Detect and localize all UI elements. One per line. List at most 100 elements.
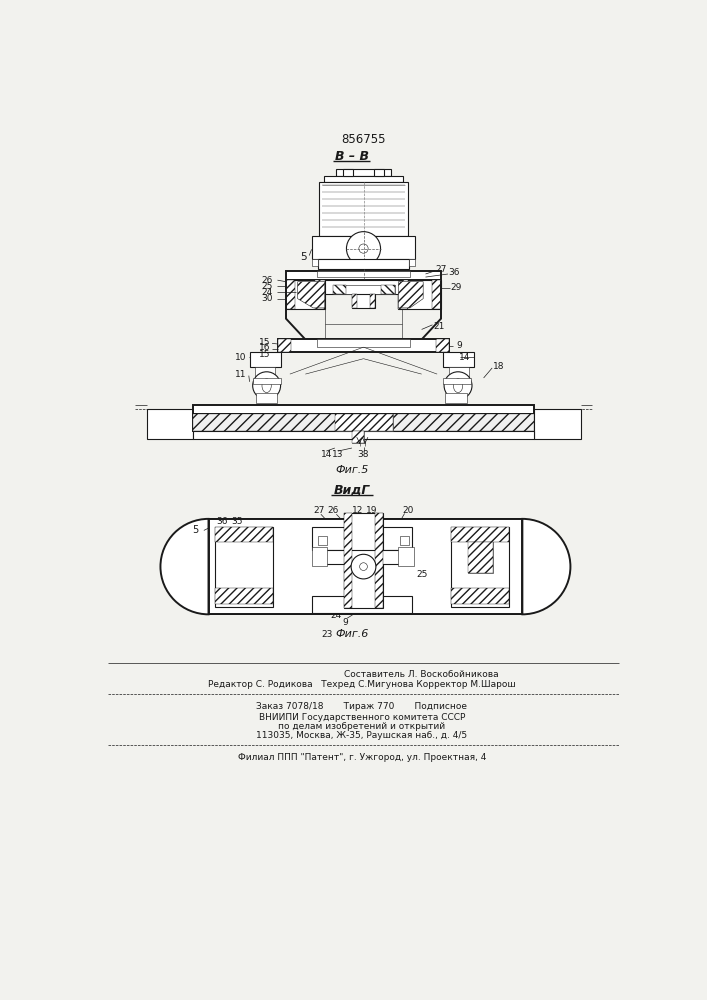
Bar: [344, 513, 383, 608]
Text: Составитель Л. Воскобойникова: Составитель Л. Воскобойникова: [344, 670, 499, 679]
Bar: [409, 259, 416, 266]
Text: 27: 27: [436, 265, 447, 274]
Text: 15: 15: [259, 350, 270, 359]
Text: 14: 14: [460, 353, 471, 362]
Text: по делам изобретений и открытий: по делам изобретений и открытий: [279, 722, 445, 731]
Bar: [312, 259, 317, 266]
Bar: [451, 588, 509, 604]
Text: 23: 23: [322, 630, 333, 639]
Bar: [317, 339, 410, 347]
Bar: [352, 431, 364, 443]
Bar: [312, 236, 416, 259]
Text: 27: 27: [314, 506, 325, 515]
Text: 5: 5: [300, 252, 307, 262]
Text: 26: 26: [262, 276, 273, 285]
Bar: [312, 596, 412, 613]
Bar: [445, 393, 467, 403]
Bar: [315, 280, 325, 309]
Bar: [380, 285, 395, 294]
Text: 21: 21: [433, 322, 445, 331]
Bar: [370, 294, 375, 308]
Bar: [317, 536, 327, 545]
Bar: [250, 352, 281, 367]
Bar: [255, 367, 275, 378]
Text: 9: 9: [343, 618, 349, 627]
Polygon shape: [534, 409, 580, 439]
Text: 19: 19: [366, 506, 378, 515]
Bar: [332, 285, 346, 294]
Bar: [215, 527, 273, 542]
Text: 36: 36: [448, 268, 460, 277]
Bar: [193, 431, 534, 439]
Bar: [375, 513, 383, 608]
Text: 9: 9: [456, 341, 462, 350]
Ellipse shape: [262, 379, 271, 393]
Text: ВНИИПИ Государственного комитета СССР: ВНИИПИ Государственного комитета СССР: [259, 713, 465, 722]
Bar: [317, 271, 410, 277]
Bar: [398, 280, 408, 309]
Bar: [398, 547, 414, 566]
Bar: [312, 547, 327, 566]
Wedge shape: [160, 519, 209, 614]
Text: 113035, Москва, Ж-35, Раушская наб., д. 4/5: 113035, Москва, Ж-35, Раушская наб., д. …: [257, 732, 467, 740]
Bar: [373, 169, 385, 176]
Text: 15: 15: [259, 338, 270, 347]
Bar: [352, 431, 364, 443]
Text: 30: 30: [262, 294, 273, 303]
Bar: [335, 414, 393, 431]
Bar: [332, 285, 395, 294]
Bar: [449, 367, 469, 378]
Text: 13: 13: [332, 450, 344, 459]
Bar: [317, 259, 409, 269]
Polygon shape: [398, 282, 423, 308]
Text: 24: 24: [262, 288, 273, 297]
Circle shape: [359, 244, 368, 253]
Bar: [256, 393, 277, 403]
Bar: [209, 519, 522, 614]
Bar: [436, 339, 449, 352]
Text: 36: 36: [216, 517, 228, 526]
Bar: [279, 339, 449, 352]
Bar: [451, 527, 509, 542]
Text: 29: 29: [451, 283, 462, 292]
Text: 20: 20: [402, 506, 414, 515]
Text: 18: 18: [493, 362, 505, 371]
Bar: [286, 280, 296, 309]
Text: ВидГ: ВидГ: [334, 483, 370, 496]
Circle shape: [351, 554, 376, 579]
Text: Филиал ППП "Патент", г. Ужгород, ул. Проектная, 4: Филиал ППП "Патент", г. Ужгород, ул. Про…: [238, 753, 486, 762]
Text: 12: 12: [352, 506, 364, 515]
Text: 38: 38: [358, 450, 369, 459]
Text: 16: 16: [259, 343, 270, 352]
Bar: [215, 527, 273, 607]
Bar: [344, 513, 352, 608]
Bar: [443, 378, 472, 384]
Polygon shape: [146, 409, 193, 439]
Polygon shape: [298, 282, 325, 308]
Bar: [325, 550, 402, 564]
Text: Фиг.5: Фиг.5: [335, 465, 368, 475]
Text: В – В: В – В: [335, 150, 369, 163]
Text: 25: 25: [416, 570, 427, 579]
Text: 26: 26: [327, 506, 339, 515]
Bar: [443, 352, 474, 367]
Circle shape: [360, 563, 368, 570]
Text: 21: 21: [322, 605, 333, 614]
Bar: [215, 588, 273, 604]
Bar: [335, 414, 393, 431]
Bar: [336, 169, 392, 176]
Text: 11: 11: [235, 370, 246, 379]
Bar: [279, 339, 291, 352]
Text: 25: 25: [262, 282, 273, 291]
Bar: [343, 169, 354, 176]
Text: 14: 14: [320, 450, 332, 459]
Bar: [400, 536, 409, 545]
Wedge shape: [522, 519, 571, 614]
Bar: [324, 176, 403, 182]
Ellipse shape: [453, 379, 462, 393]
Bar: [325, 280, 402, 294]
Bar: [252, 378, 281, 384]
Text: Заказ 7078/18       Тираж 770       Подписное: Заказ 7078/18 Тираж 770 Подписное: [257, 702, 467, 711]
Bar: [352, 294, 356, 308]
Text: 856755: 856755: [341, 133, 386, 146]
